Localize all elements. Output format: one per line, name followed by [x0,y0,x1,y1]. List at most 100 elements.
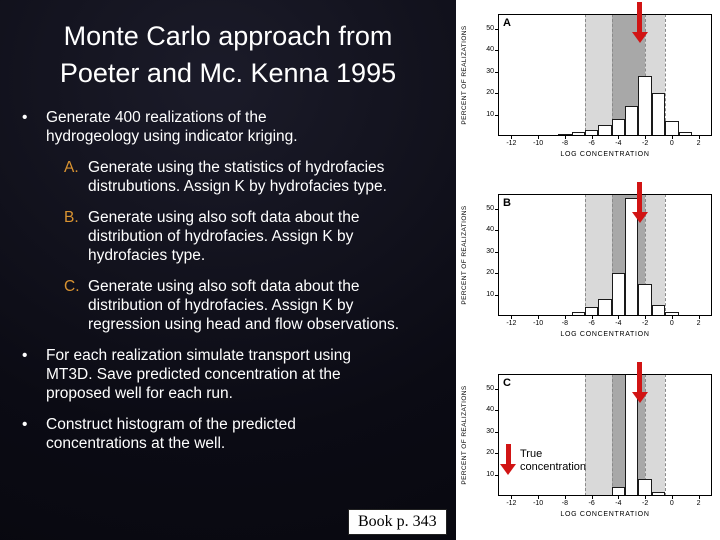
y-tick-mark [495,388,498,390]
arrow-shaft [637,182,643,212]
y-tick-label: 40 [486,226,494,234]
y-tick-label: 40 [486,46,494,54]
histogram-bar [638,478,652,496]
x-axis-label: LOG CONCENTRATION [560,331,650,338]
y-tick-label: 20 [486,449,494,457]
y-tick-mark [495,71,498,73]
histogram-bar [638,283,652,316]
x-tick-mark [645,136,647,139]
x-tick-mark [564,316,566,319]
bullet-marker: • [22,347,28,364]
true-concentration-arrow [631,182,648,223]
x-tick-mark [511,496,513,499]
y-tick-mark [495,474,498,476]
histogram-bar [571,131,585,136]
y-tick-label: 30 [486,67,494,75]
x-tick-label: -4 [615,500,622,507]
dashed-gridline [611,374,613,496]
x-tick-mark [538,136,540,139]
x-tick-label: -12 [506,500,517,507]
true-concentration-arrow [631,2,648,43]
x-tick-mark [645,496,647,499]
dashed-gridline [665,14,667,136]
bullet-marker: • [22,416,28,433]
y-tick-label: 10 [486,110,494,118]
x-tick-label: -2 [642,500,649,507]
x-tick-label: -4 [615,140,622,147]
histogram-bar [571,311,585,316]
dashed-gridline [665,374,667,496]
x-tick-mark [618,316,620,319]
y-tick-label: 10 [486,470,494,478]
x-tick-label: 0 [669,320,674,327]
sub-label-b: B. [64,209,79,226]
x-tick-label: 0 [669,140,674,147]
x-tick-mark [671,316,673,319]
bullet-item-1: • Generate 400 realizations of the hydro… [22,108,456,146]
x-tick-mark [671,136,673,139]
y-tick-mark [495,431,498,433]
histogram-bar [611,118,626,136]
x-tick-label: -6 [588,500,595,507]
y-tick-mark [495,230,498,232]
slide-title-line-1: Monte Carlo approach from [63,21,393,51]
x-tick-mark [618,136,620,139]
histogram-bar [598,298,612,316]
y-tick-mark [495,208,498,210]
arrow-shaft [505,444,511,464]
histogram-bar [651,491,666,496]
x-tick-mark [698,316,700,319]
dashed-gridline [584,194,586,316]
x-axis-label: LOG CONCENTRATION [560,151,650,158]
x-tick-mark [538,496,540,499]
legend-line-1: True [520,448,543,460]
x-tick-label: 2 [696,500,701,507]
x-tick-label: -4 [615,320,622,327]
dashed-gridline [645,374,647,496]
histogram-bar [625,106,639,136]
dashed-gridline [645,194,647,316]
y-tick-mark [495,251,498,253]
histogram-bar [638,76,652,136]
x-tick-mark [538,316,540,319]
y-tick-mark [495,93,498,95]
arrow-head [631,392,648,403]
arrow-head [631,212,648,223]
x-tick-label: -10 [533,320,544,327]
bullet-text: For each realization simulate transport … [46,347,351,402]
histogram-bar [598,125,612,136]
bullet-item-2: • For each realization simulate transpor… [22,346,456,403]
dashed-gridline [584,14,586,136]
x-tick-label: 2 [696,140,701,147]
bullet-marker: • [22,109,28,126]
bullet-item-3: • Construct histogram of the predicted c… [22,415,456,453]
sub-label-c: C. [64,278,80,295]
legend-true-arrow [500,444,516,475]
dashed-gridline [611,14,613,136]
y-axis-label: PERCENT OF REALIZATIONS [461,205,468,305]
y-axis-label: PERCENT OF REALIZATIONS [461,25,468,125]
x-tick-label: -10 [533,500,544,507]
y-tick-mark [495,50,498,52]
x-tick-mark [511,316,513,319]
panel-letter: A [503,17,511,29]
true-concentration-arrow [631,362,648,403]
x-tick-mark [591,136,593,139]
y-tick-mark [495,114,498,116]
sub-text-b: Generate using also soft data about the … [88,209,360,264]
x-tick-label: 2 [696,320,701,327]
slide-title: Monte Carlo approach from Poeter and Mc.… [8,18,448,92]
sub-item-b: B. Generate using also soft data about t… [64,208,456,265]
panel-letter: C [503,377,511,389]
y-tick-mark [495,273,498,275]
y-tick-label: 20 [486,269,494,277]
x-tick-mark [645,316,647,319]
legend-line-2: concentration [520,461,587,473]
dashed-gridline [584,374,586,496]
y-tick-label: 50 [486,24,494,32]
slide-text-column: Monte Carlo approach from Poeter and Mc.… [8,18,456,453]
x-tick-label: -2 [642,320,649,327]
x-tick-mark [564,496,566,499]
x-tick-mark [591,496,593,499]
sub-item-c: C. Generate using also soft data about t… [64,277,456,334]
